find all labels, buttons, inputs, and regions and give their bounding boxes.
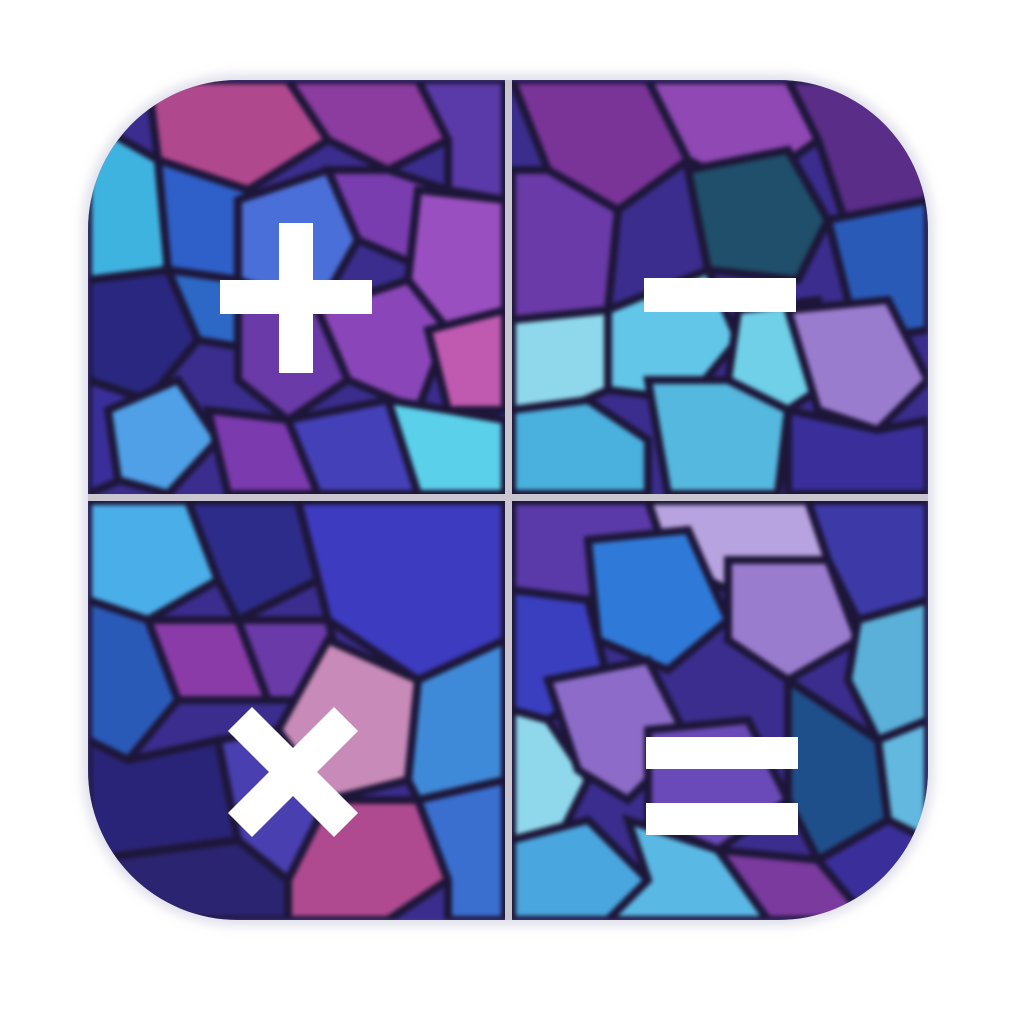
horizontal-divider xyxy=(88,494,928,501)
subtract-quadrant[interactable] xyxy=(512,80,928,494)
cubes-background xyxy=(88,80,928,920)
add-quadrant[interactable] xyxy=(88,80,505,494)
calculator-app-icon[interactable] xyxy=(88,80,928,920)
equals-quadrant[interactable] xyxy=(512,501,928,920)
multiply-quadrant[interactable] xyxy=(88,501,505,920)
